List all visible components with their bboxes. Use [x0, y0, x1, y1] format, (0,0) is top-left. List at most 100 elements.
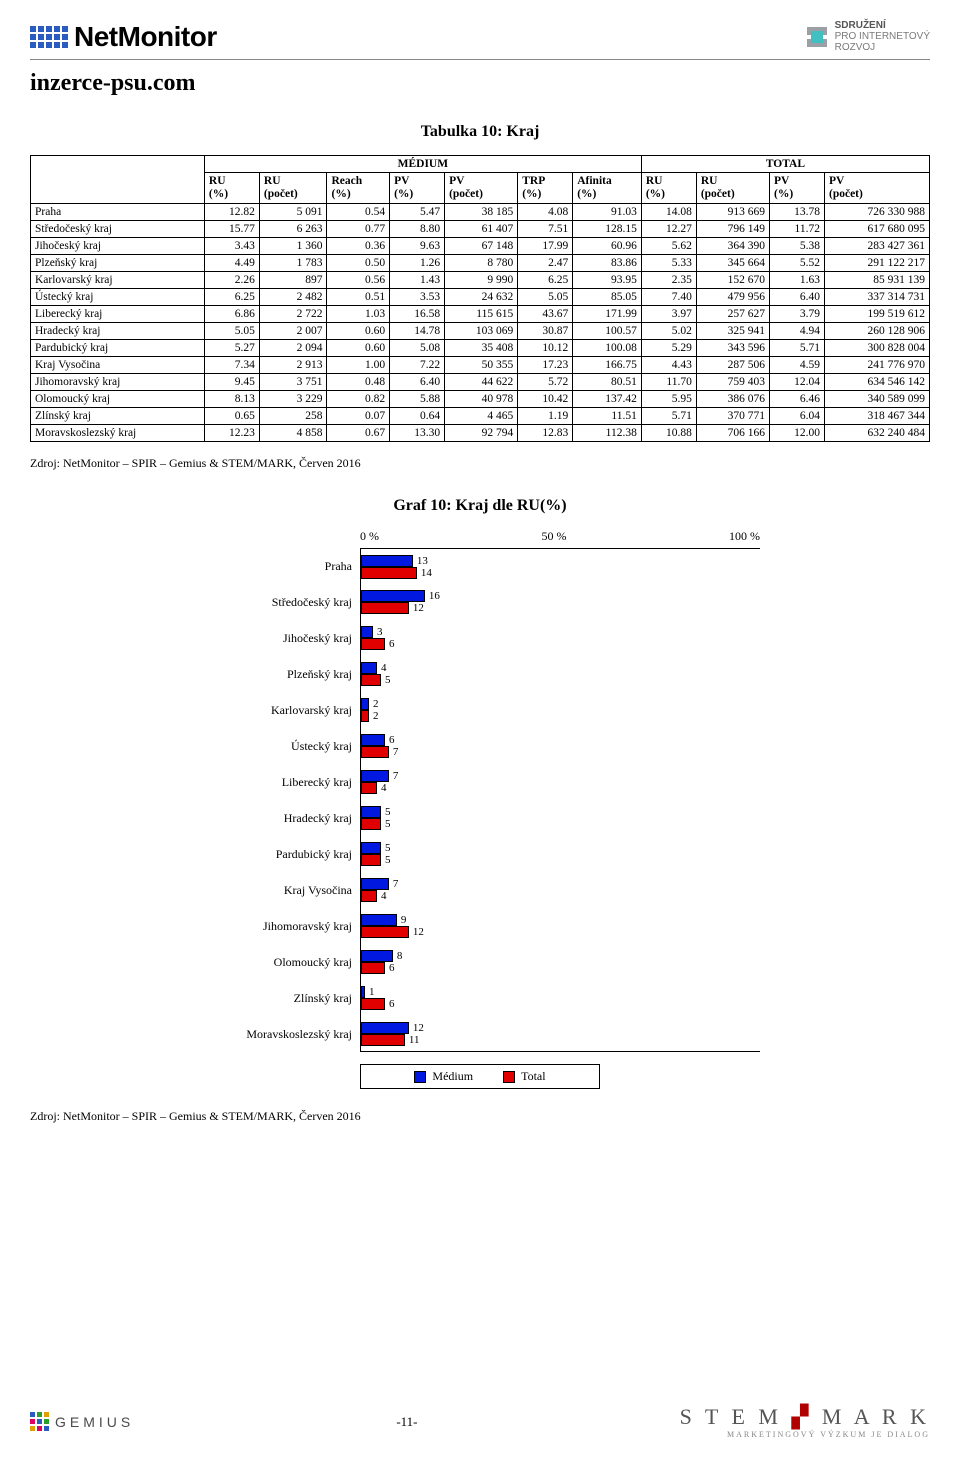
- table-cell: 14.78: [390, 323, 445, 340]
- table-cell: 171.99: [573, 306, 642, 323]
- chart-bar-medium: 7: [361, 878, 760, 890]
- chart-axis: 0 % 50 % 100 %: [200, 529, 760, 544]
- chart-bar-total-value: 5: [385, 854, 391, 866]
- table-cell: 632 240 484: [824, 425, 929, 442]
- chart-bar-medium-fill: [361, 698, 369, 710]
- table-cell: 2 913: [259, 357, 327, 374]
- chart-bar-total-fill: [361, 998, 385, 1010]
- table-cell: 13.30: [390, 425, 445, 442]
- table-cell: 17.23: [518, 357, 573, 374]
- table-col-header: PV(%): [769, 173, 824, 204]
- table-cell: 166.75: [573, 357, 642, 374]
- table-cell: 5.02: [641, 323, 696, 340]
- chart-bar-medium-fill: [361, 842, 381, 854]
- chart-bar-medium-value: 12: [413, 1022, 424, 1034]
- table-col-header: PV(%): [390, 173, 445, 204]
- chart-bar-medium-fill: [361, 950, 393, 962]
- table-cell: 2.47: [518, 255, 573, 272]
- chart-bar-medium-fill: [361, 770, 389, 782]
- chart-bar-area: 45: [360, 656, 760, 692]
- table-cell: 5.47: [390, 204, 445, 221]
- chart-bar-total-fill: [361, 674, 381, 686]
- chart-bar-total-fill: [361, 962, 385, 974]
- chart-bar-total-fill: [361, 710, 369, 722]
- chart-bars: Praha1314Středočeský kraj1612Jihočeský k…: [200, 548, 760, 1052]
- chart-bar-medium-value: 1: [369, 986, 375, 998]
- chart-bar-medium-value: 16: [429, 590, 440, 602]
- row-label: Kraj Vysočina: [31, 357, 205, 374]
- chart-bar-area: 55: [360, 836, 760, 872]
- table-cell: 5.72: [518, 374, 573, 391]
- chart-bar-total-fill: [361, 926, 409, 938]
- chart-bar-medium-value: 4: [381, 662, 387, 674]
- table-cell: 370 771: [696, 408, 769, 425]
- chart-bar-total-fill: [361, 746, 389, 758]
- table-cell: 291 122 217: [824, 255, 929, 272]
- chart-bar-area: 36: [360, 620, 760, 656]
- row-label: Moravskoslezský kraj: [31, 425, 205, 442]
- table-cell: 6.25: [204, 289, 259, 306]
- row-label: Hradecký kraj: [31, 323, 205, 340]
- footer: GEMIUS -11- S T E M ▞ M A R K MARKETINGO…: [30, 1404, 930, 1439]
- row-label: Pardubický kraj: [31, 340, 205, 357]
- chart-bar-medium: 9: [361, 914, 760, 926]
- table-cell: 7.40: [641, 289, 696, 306]
- chart-bar-area: 912: [360, 908, 760, 944]
- chart-bar-area: 22: [360, 692, 760, 728]
- chart-bar-total-value: 2: [373, 710, 379, 722]
- table-cell: 0.82: [327, 391, 390, 408]
- table-cell: 7.34: [204, 357, 259, 374]
- table-cell: 83.86: [573, 255, 642, 272]
- chart-bar-label: Olomoucký kraj: [200, 944, 360, 980]
- chart-bar-total-value: 4: [381, 890, 387, 902]
- table-cell: 2.35: [641, 272, 696, 289]
- chart-bar-total: 5: [361, 854, 760, 866]
- table-cell: 6.25: [518, 272, 573, 289]
- table-cell: 100.57: [573, 323, 642, 340]
- chart-bar-total-fill: [361, 818, 381, 830]
- table-cell: 6.86: [204, 306, 259, 323]
- chart-bar-row: Ústecký kraj67: [200, 728, 760, 764]
- table-row: Pardubický kraj5.272 0940.605.0835 40810…: [31, 340, 930, 357]
- table-col-header: RU(počet): [259, 173, 327, 204]
- row-label: Jihočeský kraj: [31, 238, 205, 255]
- chart-bar-total: 5: [361, 818, 760, 830]
- chart-bar-row: Moravskoslezský kraj1211: [200, 1016, 760, 1052]
- chart-bar-area: 74: [360, 872, 760, 908]
- table-cell: 283 427 361: [824, 238, 929, 255]
- table-col-header: PV(počet): [445, 173, 518, 204]
- legend-medium-swatch: [414, 1071, 426, 1083]
- chart-bar-medium: 16: [361, 590, 760, 602]
- table-cell: 5.88: [390, 391, 445, 408]
- table-cell: 93.95: [573, 272, 642, 289]
- table-cell: 14.08: [641, 204, 696, 221]
- table-row: Moravskoslezský kraj12.234 8580.6713.309…: [31, 425, 930, 442]
- table-cell: 5.33: [641, 255, 696, 272]
- chart-bar-area: 86: [360, 944, 760, 980]
- netmonitor-logo: NetMonitor: [30, 21, 217, 53]
- chart-bar-area: 55: [360, 800, 760, 836]
- chart-bar-medium: 5: [361, 842, 760, 854]
- table-cell: 5.95: [641, 391, 696, 408]
- chart-bar-row: Zlínský kraj16: [200, 980, 760, 1016]
- chart-bar-medium-fill: [361, 662, 377, 674]
- table-cell: 0.60: [327, 340, 390, 357]
- chart-bar-medium-fill: [361, 806, 381, 818]
- table-cell: 12.82: [204, 204, 259, 221]
- netmonitor-brand: NetMonitor: [74, 21, 217, 53]
- table-row: Jihomoravský kraj9.453 7510.486.4044 622…: [31, 374, 930, 391]
- chart-bar-total: 5: [361, 674, 760, 686]
- table-cell: 343 596: [696, 340, 769, 357]
- table-row: Zlínský kraj0.652580.070.644 4651.1911.5…: [31, 408, 930, 425]
- table-cell: 3.43: [204, 238, 259, 255]
- chart-bar-total: 6: [361, 962, 760, 974]
- chart-bar-total-value: 5: [385, 818, 391, 830]
- chart-bar-total: 4: [361, 890, 760, 902]
- chart-bar-total-fill: [361, 890, 377, 902]
- chart-bar-row: Pardubický kraj55: [200, 836, 760, 872]
- table-cell: 3.53: [390, 289, 445, 306]
- source-line-1: Zdroj: NetMonitor – SPIR – Gemius & STEM…: [30, 456, 930, 471]
- chart-bar-total-value: 11: [409, 1034, 420, 1046]
- table-title: Tabulka 10: Kraj: [30, 123, 930, 141]
- table-cell: 0.67: [327, 425, 390, 442]
